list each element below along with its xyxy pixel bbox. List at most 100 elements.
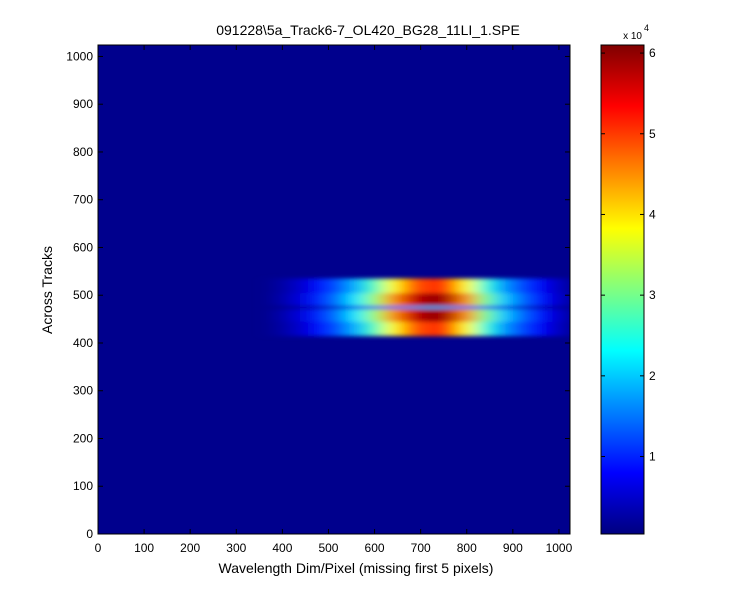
heatmap-cell [328,321,348,337]
heatmap-cell [273,305,293,309]
heatmap-cell [383,305,403,309]
y-tick-label: 1000 [66,49,93,63]
heatmap-cell [310,292,329,307]
heatmap-cell [475,321,495,337]
heatmap-cell [383,292,403,307]
axes: 0 100 200 300 400 500 600 700 800 900 1000 0 100 200 3… [66,44,573,555]
heatmap-cell [420,292,440,307]
x-axis-label: Wavelength Dim/Pixel (missing first 5 pi… [219,560,494,576]
x-tick-label: 1000 [546,541,573,555]
heatmap-cell [549,278,569,294]
heatmap-cell [549,308,569,322]
heatmap-cell [531,305,551,309]
x-tick-label: 0 [95,541,102,555]
heatmap-cell [365,305,385,309]
heatmap-cell [512,292,532,307]
heatmap-cell [346,308,366,322]
y-tick-label: 900 [73,97,93,111]
colorbar-multiplier: x 10 [623,31,642,42]
x-tick-label: 300 [226,541,246,555]
heatmap-cell [291,321,311,337]
colorbar: 1 2 3 4 5 6 [600,44,656,535]
heatmap-cell [457,278,477,294]
colorbar-exponent: 4 [644,23,649,33]
chart-title: 091228\5a_Track6-7_OL420_BG28_11LI_1.SPE [216,22,520,38]
plot-frame [97,44,571,535]
heatmap-cell [310,321,329,337]
y-tick-label: 100 [73,479,93,493]
heatmap-cell [291,292,311,307]
heatmap-cell [531,321,551,337]
heatmap-cell [420,308,440,322]
y-tick-label: 400 [73,336,93,350]
heatmap-cell [383,321,403,337]
colorbar-tick-label: 6 [649,46,656,60]
heatmap-cell [291,278,311,294]
heatmap-cell [439,292,459,307]
y-tick-label: 200 [73,431,93,445]
x-tick-label: 500 [318,541,338,555]
heatmap-cell [439,308,459,322]
heatmap-cell [475,305,495,309]
heatmap-cell [549,305,569,309]
heatmap-cell [494,308,514,322]
heatmap-cell [328,278,348,294]
heatmap-cell [365,321,385,337]
y-axis-label: Across Tracks [39,246,55,334]
heatmap-cell [402,278,422,294]
heatmap-cell [402,305,422,309]
heatmap-cell [420,321,440,337]
heatmap-cell [420,278,440,294]
heatmap-cell [328,305,348,309]
heatmap-cell [549,292,569,307]
heatmap-cell [383,308,403,322]
heatmap-cell [439,278,459,294]
heatmap-cell [531,308,551,322]
colorbar-tick-label: 1 [649,450,656,464]
y-tick-label: 600 [73,240,93,254]
heatmap-cell [549,321,569,337]
heatmap-cell [365,292,385,307]
x-tick-label: 400 [272,541,292,555]
plot-area [98,45,570,534]
heatmap-cell [273,292,293,307]
heatmap-cell [291,308,311,322]
y-tick-label: 0 [86,527,93,541]
x-tick-label: 100 [134,541,154,555]
heatmap-cell [365,278,385,294]
heatmap-cell [457,308,477,322]
heatmap-cell [475,308,495,322]
y-tick-label: 800 [73,145,93,159]
heatmap-cell [512,278,532,294]
colorbar-tick-label: 3 [649,288,656,302]
heatmap-cell [346,321,366,337]
heatmap-cell [402,292,422,307]
heatmap-cell [365,308,385,322]
heatmap-cell [310,308,329,322]
heatmap-cell [310,305,329,309]
heatmap-cell [383,278,403,294]
heatmap-cell [291,305,311,309]
heatmap-cell [457,321,477,337]
heatmap-cell [346,278,366,294]
heatmap-cell [494,321,514,337]
heatmap-cell [402,308,422,322]
heatmap-cell [346,305,366,309]
heatmap-cell [494,305,514,309]
heatmap-cell [494,278,514,294]
heatmap-cell [475,278,495,294]
y-tick-label: 500 [73,288,93,302]
heatmap-cell [475,292,495,307]
heatmap-cell [457,292,477,307]
heatmap-cell [420,305,440,309]
x-tick-label: 200 [180,541,200,555]
heatmap-cell [512,308,532,322]
x-tick-label: 900 [503,541,523,555]
heatmap-cell [273,308,293,322]
x-tick-label: 600 [365,541,385,555]
heatmap-cell [273,321,293,337]
colorbar-gradient [600,44,645,535]
heatmap-cell [328,292,348,307]
heatmap-cell [310,278,329,294]
